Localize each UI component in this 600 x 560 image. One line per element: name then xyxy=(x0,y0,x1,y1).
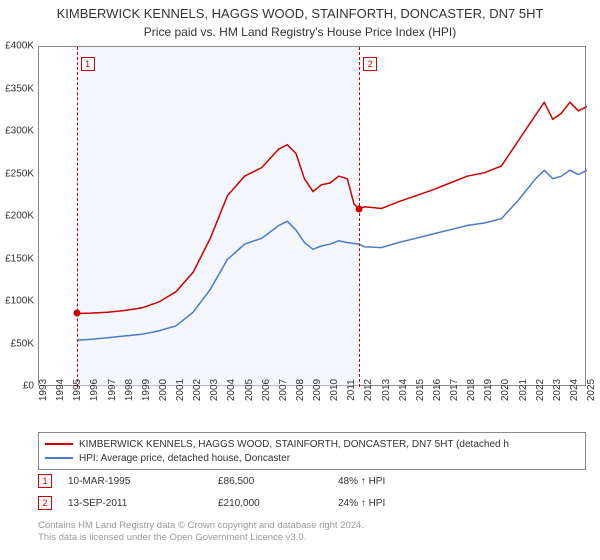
y-tick-label: £100K xyxy=(5,296,34,307)
y-tick-label: £250K xyxy=(5,168,34,179)
footer-attribution: Contains HM Land Registry data © Crown c… xyxy=(38,520,586,545)
x-tick-label: 2017 xyxy=(449,379,460,401)
plot-region: 12 xyxy=(38,46,586,386)
x-tick-label: 2015 xyxy=(415,379,426,401)
y-tick-label: £50K xyxy=(11,338,34,349)
x-tick-label: 2023 xyxy=(552,379,563,401)
x-tick-label: 2013 xyxy=(381,379,392,401)
x-tick-label: 1993 xyxy=(38,379,49,401)
x-tick-label: 2003 xyxy=(209,379,220,401)
x-tick-label: 2014 xyxy=(398,379,409,401)
event-row: 2 13-SEP-2011£210,00024% ↑ HPI xyxy=(38,492,586,514)
x-tick-label: 2009 xyxy=(312,379,323,401)
x-tick-label: 1997 xyxy=(107,379,118,401)
legend: KIMBERWICK KENNELS, HAGGS WOOD, STAINFOR… xyxy=(38,432,586,470)
x-tick-label: 1994 xyxy=(55,379,66,401)
x-tick-label: 2010 xyxy=(329,379,340,401)
x-tick-label: 2020 xyxy=(500,379,511,401)
x-tick-label: 2021 xyxy=(518,379,529,401)
x-tick-label: 2024 xyxy=(569,379,580,401)
x-tick-label: 2002 xyxy=(192,379,203,401)
event-price: £86,500 xyxy=(218,476,338,487)
y-tick-label: £300K xyxy=(5,126,34,137)
event-dot xyxy=(356,205,363,212)
legend-row: HPI: Average price, detached house, Donc… xyxy=(45,451,579,465)
x-tick-label: 2000 xyxy=(158,379,169,401)
x-tick-label: 2018 xyxy=(466,379,477,401)
legend-label: KIMBERWICK KENNELS, HAGGS WOOD, STAINFOR… xyxy=(79,439,509,450)
x-tick-label: 2025 xyxy=(586,379,597,401)
event-marker-box: 2 xyxy=(363,57,377,71)
y-tick-label: £0 xyxy=(23,381,34,392)
x-tick-label: 2005 xyxy=(244,379,255,401)
chart-subtitle: Price paid vs. HM Land Registry's House … xyxy=(0,23,600,39)
event-vline xyxy=(359,47,360,387)
x-tick-label: 2007 xyxy=(278,379,289,401)
x-tick-label: 2012 xyxy=(363,379,374,401)
y-tick-label: £200K xyxy=(5,211,34,222)
y-tick-label: £350K xyxy=(5,83,34,94)
chart-container: KIMBERWICK KENNELS, HAGGS WOOD, STAINFOR… xyxy=(0,0,600,560)
event-row-marker: 1 xyxy=(38,474,52,488)
x-tick-label: 2022 xyxy=(535,379,546,401)
legend-label: HPI: Average price, detached house, Donc… xyxy=(79,453,290,464)
chart-title: KIMBERWICK KENNELS, HAGGS WOOD, STAINFOR… xyxy=(0,0,600,23)
x-tick-label: 1996 xyxy=(89,379,100,401)
x-tick-label: 2006 xyxy=(261,379,272,401)
event-row: 1 10-MAR-1995£86,50048% ↑ HPI xyxy=(38,470,586,492)
event-row-marker: 2 xyxy=(38,496,52,510)
line-plot-svg xyxy=(39,47,587,387)
x-tick-label: 2004 xyxy=(226,379,237,401)
event-vline xyxy=(77,47,78,387)
x-tick-label: 2019 xyxy=(483,379,494,401)
event-date: 13-SEP-2011 xyxy=(68,498,218,509)
footer-line-2: This data is licensed under the Open Gov… xyxy=(38,532,586,544)
event-dot xyxy=(73,310,80,317)
event-price: £210,000 xyxy=(218,498,338,509)
x-tick-label: 2016 xyxy=(432,379,443,401)
event-pct: 48% ↑ HPI xyxy=(338,476,458,487)
y-tick-label: £400K xyxy=(5,41,34,52)
event-date: 10-MAR-1995 xyxy=(68,476,218,487)
x-tick-label: 2008 xyxy=(295,379,306,401)
legend-swatch xyxy=(45,457,73,459)
x-tick-label: 2011 xyxy=(346,379,357,401)
legend-row: KIMBERWICK KENNELS, HAGGS WOOD, STAINFOR… xyxy=(45,437,579,451)
chart-area: 12 £0£50K£100K£150K£200K£250K£300K£350K£… xyxy=(38,46,586,416)
footer-line-1: Contains HM Land Registry data © Crown c… xyxy=(38,520,586,532)
y-tick-label: £150K xyxy=(5,253,34,264)
x-tick-label: 1999 xyxy=(141,379,152,401)
series-line xyxy=(77,170,587,340)
event-pct: 24% ↑ HPI xyxy=(338,498,458,509)
x-tick-label: 1998 xyxy=(124,379,135,401)
event-table: 1 10-MAR-1995£86,50048% ↑ HPI 2 13-SEP-2011… xyxy=(38,470,586,514)
x-tick-label: 1995 xyxy=(72,379,83,401)
legend-swatch xyxy=(45,443,73,445)
event-marker-box: 1 xyxy=(81,57,95,71)
x-tick-label: 2001 xyxy=(175,379,186,401)
